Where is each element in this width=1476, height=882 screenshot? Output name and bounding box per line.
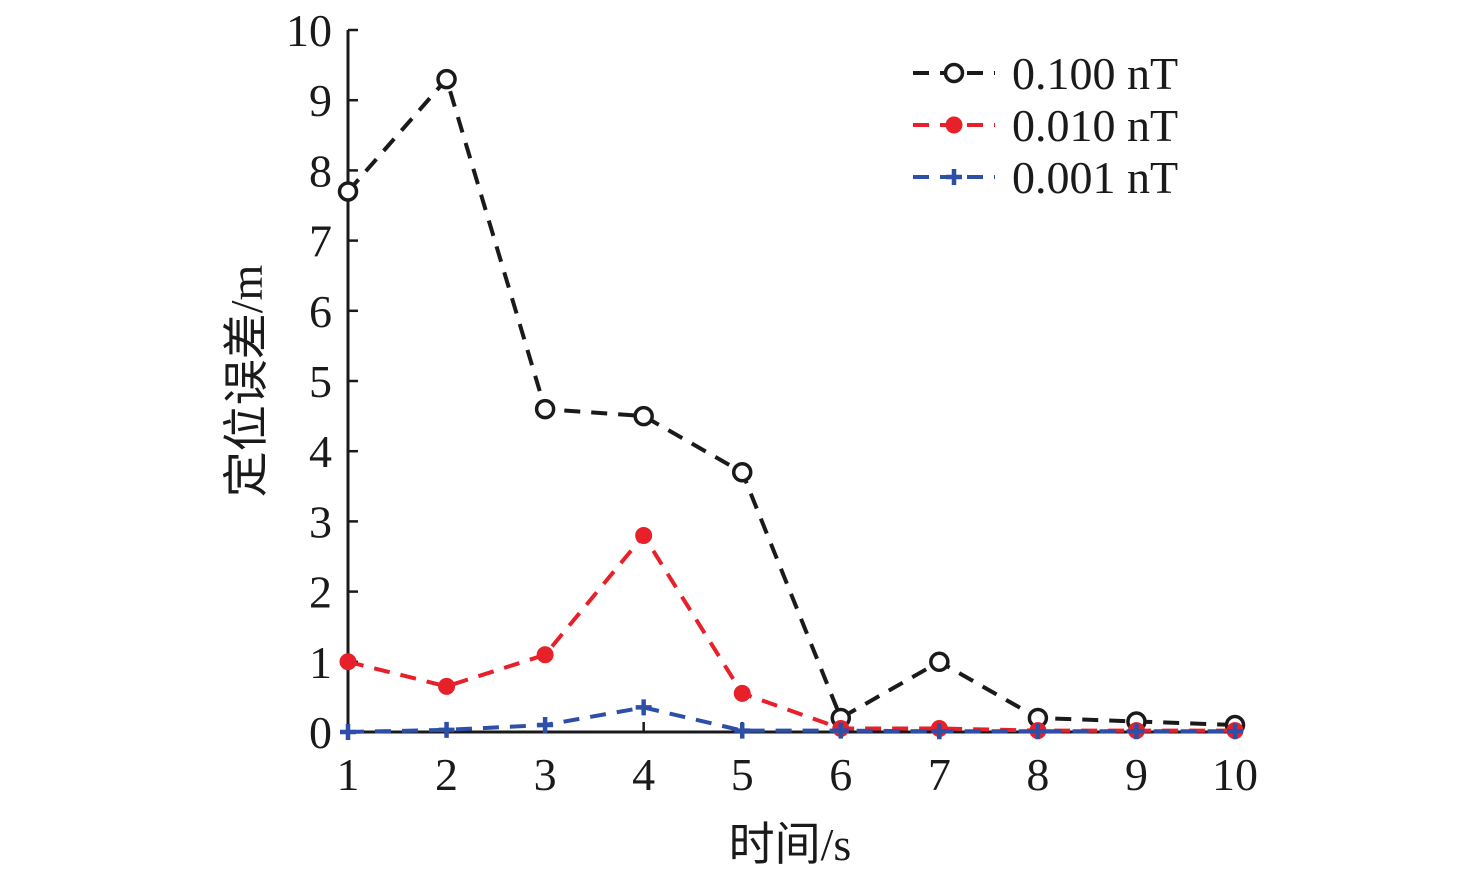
legend-label: 0.010 nT <box>1012 100 1178 151</box>
data-point <box>438 721 455 738</box>
legend: 0.100 nT0.010 nT0.001 nT <box>913 48 1178 203</box>
data-point <box>832 722 849 739</box>
y-tick-label: 4 <box>309 426 332 477</box>
legend-entry: 0.001 nT <box>913 152 1178 203</box>
y-tick-label: 2 <box>309 567 332 618</box>
y-tick-label: 0 <box>309 707 332 758</box>
y-tick-label: 9 <box>309 75 332 126</box>
series-layer <box>337 68 1246 740</box>
data-point <box>534 398 556 420</box>
y-tick-label: 7 <box>309 216 332 267</box>
series-2 <box>339 526 1244 740</box>
x-tick-label: 2 <box>435 749 458 800</box>
data-point <box>438 677 456 695</box>
data-point <box>1029 723 1046 740</box>
data-point <box>633 405 654 427</box>
x-tick-label: 8 <box>1026 749 1049 800</box>
y-axis-title: 定位误差/m <box>221 265 272 498</box>
data-point <box>1227 723 1243 740</box>
y-tick-label: 6 <box>309 286 332 337</box>
x-tick-label: 6 <box>829 749 852 800</box>
y-tick-label: 1 <box>309 637 332 688</box>
legend-marker <box>946 169 962 185</box>
legend-label: 0.001 nT <box>1012 152 1178 203</box>
y-tick-label: 5 <box>309 356 332 407</box>
data-point <box>337 181 359 202</box>
data-point <box>733 684 751 702</box>
data-point <box>635 526 653 544</box>
data-point <box>731 462 753 483</box>
series-3 <box>340 699 1243 740</box>
series-line <box>347 532 1235 733</box>
x-tick-label: 10 <box>1212 749 1258 800</box>
data-point <box>339 653 357 671</box>
legend-entry: 0.010 nT <box>913 100 1178 151</box>
data-point <box>635 699 652 716</box>
x-tick-label: 7 <box>928 749 951 800</box>
series-line <box>346 75 1236 727</box>
data-point <box>929 651 950 673</box>
x-axis-title: 时间/s <box>729 819 852 870</box>
data-point <box>931 723 948 740</box>
data-point <box>536 646 554 664</box>
x-tick-label: 5 <box>731 749 754 800</box>
data-point <box>436 68 457 90</box>
data-point <box>537 716 554 733</box>
legend-marker <box>945 116 963 134</box>
x-tick-label: 9 <box>1125 749 1148 800</box>
data-point <box>734 722 751 739</box>
x-tick-label: 4 <box>632 749 655 800</box>
data-point <box>1128 723 1145 740</box>
y-tick-label: 10 <box>286 5 332 56</box>
x-tick-label: 1 <box>337 749 360 800</box>
x-tick-label: 3 <box>534 749 557 800</box>
y-tick-label: 3 <box>309 496 332 547</box>
series-line <box>347 705 1235 734</box>
legend-entry: 0.100 nT <box>913 48 1178 99</box>
y-tick-label: 8 <box>309 145 332 196</box>
legend-marker <box>943 62 965 84</box>
data-point <box>340 724 356 740</box>
legend-label: 0.100 nT <box>1012 48 1178 99</box>
